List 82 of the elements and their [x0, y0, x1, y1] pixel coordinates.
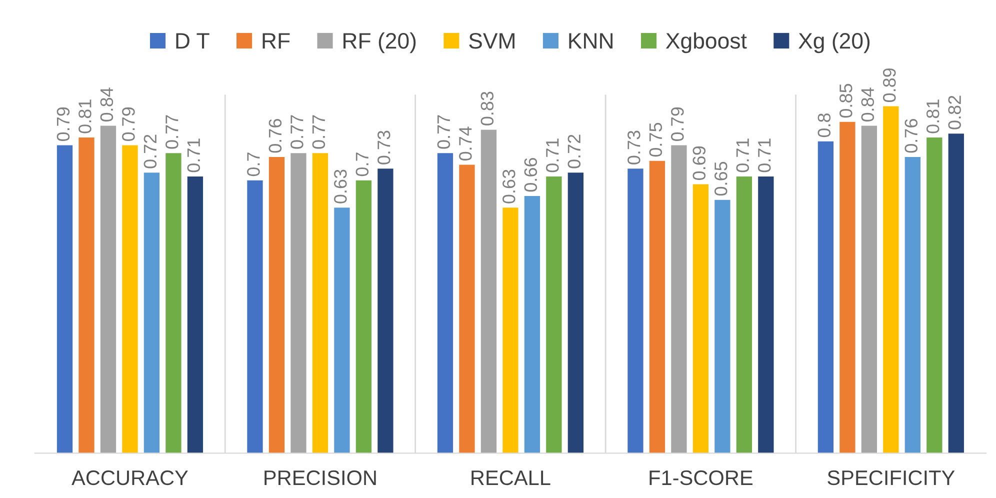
- bar: [948, 134, 964, 454]
- bar: [714, 200, 730, 454]
- bar: [459, 164, 475, 454]
- legend-label: Xgboost: [666, 32, 747, 54]
- bar: [144, 172, 160, 454]
- data-label: 0.79: [671, 107, 684, 141]
- bar: [861, 126, 878, 454]
- bar: [378, 168, 394, 454]
- bar: [334, 208, 350, 454]
- x-tick-label: RECALL: [472, 470, 550, 486]
- data-label: 0.72: [144, 134, 157, 168]
- data-label: 0.84: [861, 88, 874, 122]
- bar: [247, 180, 263, 454]
- x-tick-label: SPECIFICITY: [828, 470, 955, 486]
- data-label: 0.83: [480, 92, 494, 126]
- bar: [671, 145, 687, 454]
- bar: [122, 145, 138, 454]
- bar: [649, 160, 666, 454]
- bar: [312, 153, 328, 454]
- x-tick-label: F1-SCORE: [650, 470, 752, 486]
- data-label: 0.63: [334, 170, 347, 204]
- bar: [166, 153, 182, 454]
- data-label: 0.81: [926, 100, 940, 134]
- x-tick-label: PRECISION: [264, 470, 376, 486]
- data-label: 0.81: [78, 100, 92, 134]
- bar: [100, 126, 116, 454]
- data-label: 0.7: [247, 152, 260, 176]
- bar: [78, 137, 94, 454]
- bar: [546, 176, 562, 454]
- bar: [926, 137, 942, 454]
- data-label: 0.63: [502, 170, 516, 204]
- legend-label: SVM: [469, 32, 514, 49]
- data-label: 0.71: [736, 138, 750, 172]
- data-label: 0.71: [546, 138, 559, 172]
- data-label: 0.77: [437, 115, 450, 149]
- bar: [290, 153, 306, 454]
- bar: [883, 106, 899, 454]
- data-label: 0.7: [356, 152, 369, 176]
- x-tick-label: ACCURACY: [72, 470, 188, 486]
- data-label: 0.66: [524, 158, 538, 192]
- data-label: 0.75: [649, 122, 662, 157]
- bar: [356, 180, 372, 454]
- bar: [692, 184, 709, 454]
- data-label: 0.65: [714, 162, 728, 196]
- data-label: 0.77: [166, 115, 178, 149]
- data-label: 0.77: [290, 115, 304, 149]
- data-label: 0.69: [692, 146, 706, 180]
- legend-label: RF: [262, 33, 290, 48]
- legend-label: D T: [176, 33, 210, 48]
- bar: [568, 172, 584, 454]
- bar: [268, 156, 285, 454]
- data-label: 0.79: [122, 107, 135, 141]
- bar: [187, 176, 204, 454]
- bar: [904, 156, 920, 454]
- bar: [840, 122, 856, 454]
- bar: [437, 153, 454, 454]
- bar: [480, 130, 497, 454]
- legend-label: RF (20): [344, 32, 416, 54]
- data-label: 0.73: [378, 130, 390, 164]
- bar: [524, 196, 540, 454]
- bar: [736, 176, 752, 454]
- data-label: 0.74: [459, 126, 472, 160]
- data-label: 0.84: [100, 88, 114, 122]
- data-label: 0.77: [312, 115, 326, 149]
- legend-label: Xg (20): [798, 32, 870, 54]
- data-label: 0.73: [628, 130, 640, 164]
- data-label: 0.89: [882, 68, 896, 102]
- bar: [628, 168, 644, 454]
- data-label: 0.72: [568, 134, 581, 168]
- bar: [758, 176, 774, 454]
- bar: [502, 208, 518, 454]
- data-label: 0.79: [56, 107, 70, 141]
- data-label: 0.71: [758, 138, 771, 172]
- data-label: 0.85: [840, 84, 852, 118]
- data-label: 0.76: [268, 119, 282, 153]
- legend-label: KNN: [569, 33, 612, 48]
- bar: [818, 141, 834, 454]
- bar: [56, 145, 73, 454]
- data-label: 0.71: [187, 138, 200, 172]
- data-label: 0.8: [818, 113, 831, 138]
- data-label: 0.76: [904, 119, 918, 153]
- data-label: 0.82: [948, 96, 961, 130]
